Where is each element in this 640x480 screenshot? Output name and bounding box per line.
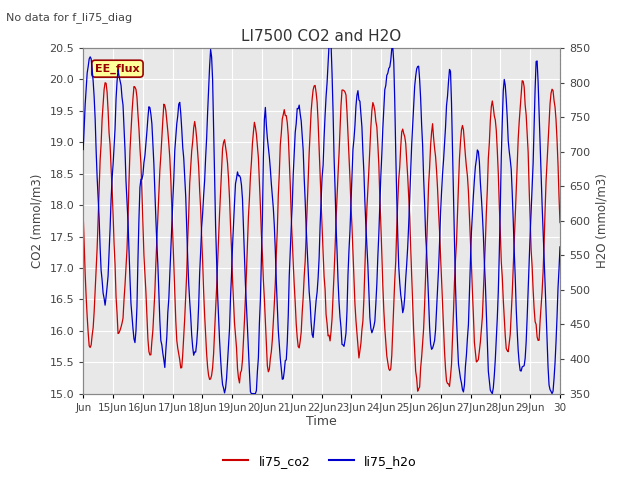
Legend: li75_co2, li75_h2o: li75_co2, li75_h2o: [218, 450, 422, 473]
Text: No data for f_li75_diag: No data for f_li75_diag: [6, 12, 132, 23]
Text: EE_flux: EE_flux: [95, 63, 140, 74]
X-axis label: Time: Time: [306, 415, 337, 429]
Y-axis label: CO2 (mmol/m3): CO2 (mmol/m3): [31, 174, 44, 268]
Y-axis label: H2O (mmol/m3): H2O (mmol/m3): [596, 173, 609, 268]
Title: LI7500 CO2 and H2O: LI7500 CO2 and H2O: [241, 29, 402, 44]
